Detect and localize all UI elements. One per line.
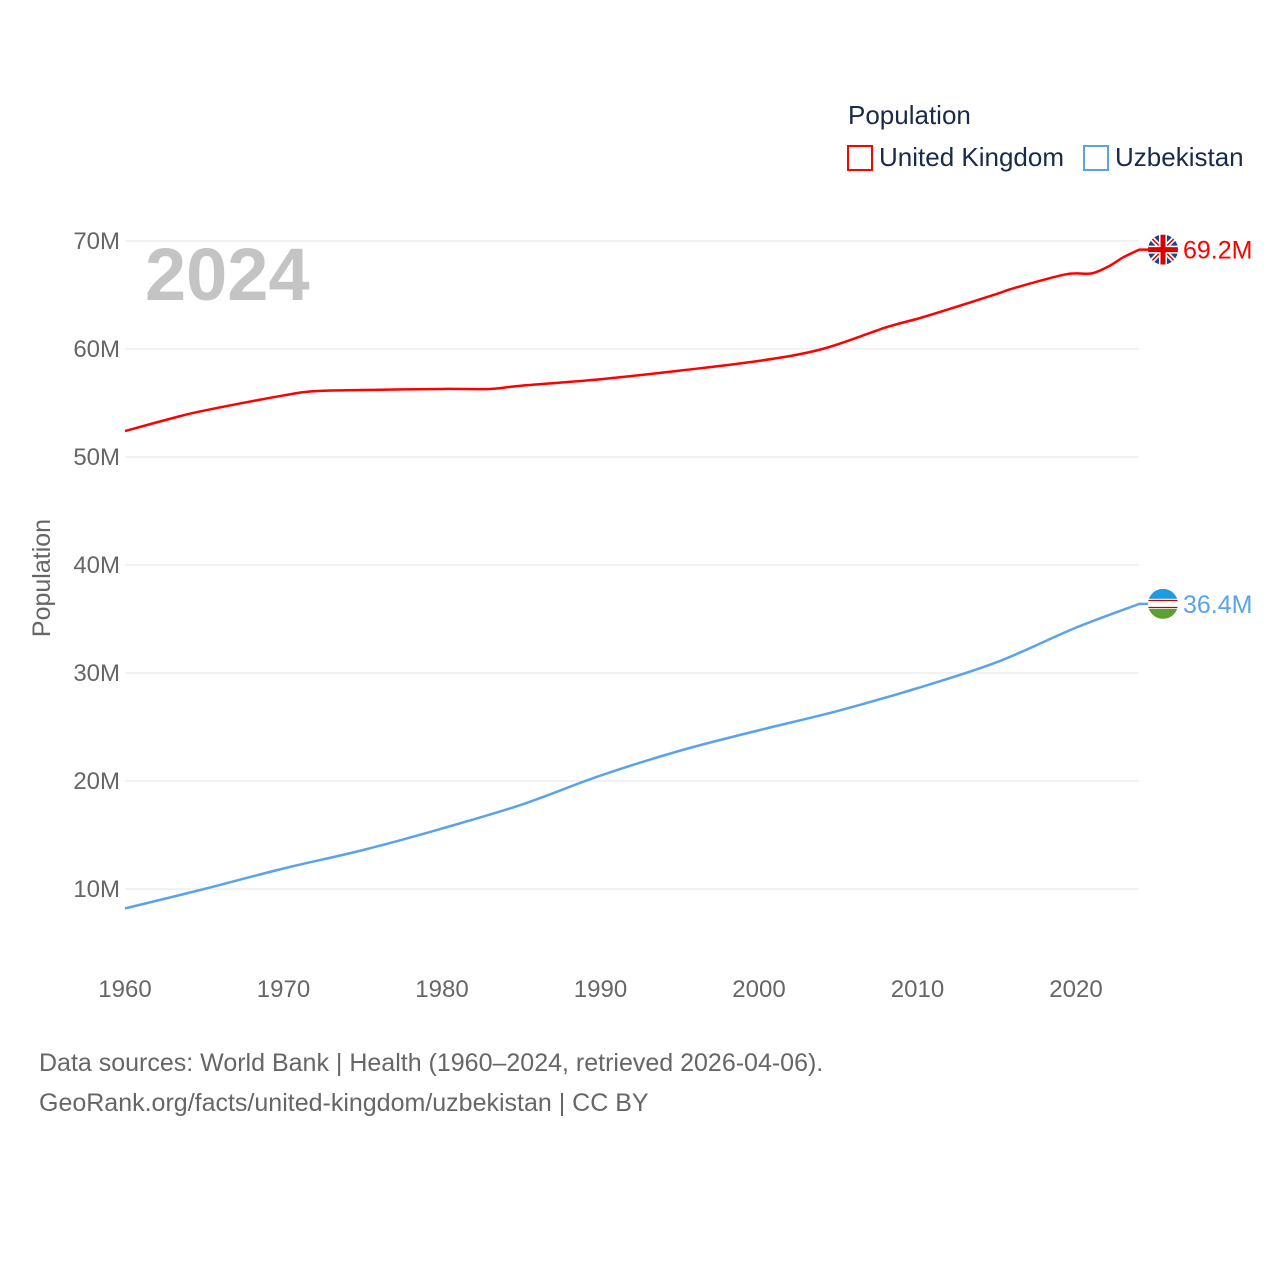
y-tick-label: 20M xyxy=(73,768,120,795)
y-axis-label: Population xyxy=(28,519,56,637)
series-line xyxy=(124,602,1150,910)
footer-sources: Data sources: World Bank | Health (1960–… xyxy=(39,1049,824,1077)
legend-title: Population xyxy=(848,100,971,130)
footer-link[interactable]: GeoRank.org/facts/united-kingdom/uzbekis… xyxy=(39,1089,649,1117)
uzbekistan-flag-icon xyxy=(1148,588,1178,619)
footer: Data sources: World Bank | Health (1960–… xyxy=(39,1043,823,1123)
legend-item[interactable]: United Kingdom xyxy=(847,142,1064,172)
y-tick-label: 60M xyxy=(73,336,120,363)
legend: United Kingdom Uzbekistan xyxy=(847,142,1244,172)
x-tick-label: 1990 xyxy=(574,976,627,1003)
grid-lines xyxy=(125,240,1139,890)
legend-label: United Kingdom xyxy=(879,142,1064,172)
x-tick-label: 1960 xyxy=(98,976,151,1003)
y-tick-label: 70M xyxy=(73,228,120,255)
y-axis-ticks: 10M 20M 30M 40M 50M 60M 70M xyxy=(73,228,120,903)
y-tick-label: 50M xyxy=(73,444,120,471)
end-labels: 69.2M 36.4M xyxy=(1148,234,1252,619)
year-watermark: 2024 xyxy=(145,233,310,316)
series-line xyxy=(124,248,1150,433)
y-tick-label: 10M xyxy=(73,876,120,903)
legend-label: Uzbekistan xyxy=(1115,142,1244,172)
y-tick-label: 30M xyxy=(73,660,120,687)
end-value-label: 36.4M xyxy=(1183,591,1252,619)
x-tick-label: 2000 xyxy=(732,976,785,1003)
x-axis-ticks: 1960 1970 1980 1990 2000 2010 2020 xyxy=(98,976,1102,1003)
end-value-label: 69.2M xyxy=(1183,237,1252,265)
x-tick-label: 1980 xyxy=(415,976,468,1003)
x-tick-label: 1970 xyxy=(257,976,310,1003)
legend-swatch xyxy=(847,145,873,171)
series-lines xyxy=(124,248,1150,910)
united-kingdom-flag-icon xyxy=(1148,234,1178,265)
legend-item[interactable]: Uzbekistan xyxy=(1083,142,1244,172)
x-tick-label: 2010 xyxy=(891,976,944,1003)
legend-swatch xyxy=(1083,145,1109,171)
x-tick-label: 2020 xyxy=(1049,976,1102,1003)
y-tick-label: 40M xyxy=(73,552,120,579)
